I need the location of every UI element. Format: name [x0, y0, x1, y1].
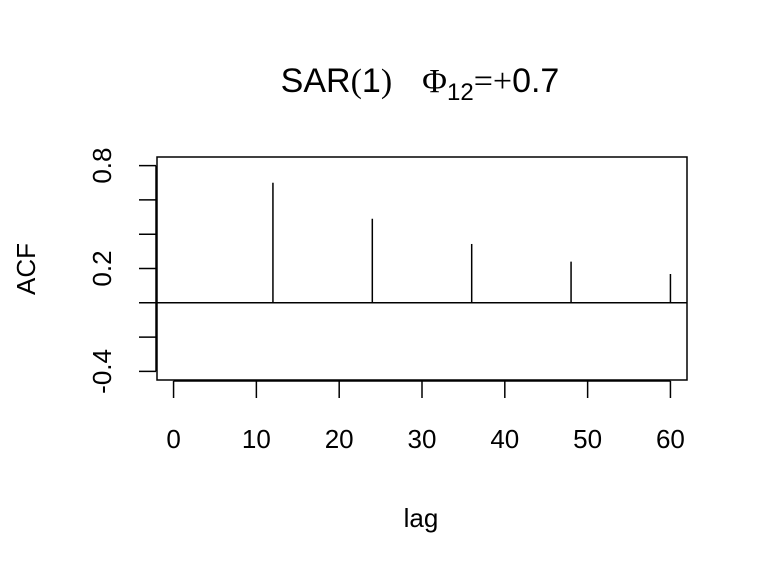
title-paren-open: (	[351, 63, 362, 100]
y-tick-label: 0.2	[87, 250, 117, 286]
title-paren-close: )	[381, 63, 392, 100]
chart-title: SAR(1) Φ12=+0.7	[281, 62, 560, 106]
x-tick-label: 10	[242, 424, 271, 454]
title-prefix: SAR	[281, 62, 351, 100]
y-tick-label: 0.8	[87, 147, 117, 183]
x-tick-label: 0	[166, 424, 180, 454]
acf-marks	[157, 182, 687, 304]
x-tick-label: 30	[408, 424, 437, 454]
title-phi-symbol: Φ	[422, 63, 447, 100]
x-tick-label: 50	[573, 424, 602, 454]
x-tick-label: 20	[325, 424, 354, 454]
title-value: 0.7	[512, 62, 559, 100]
title-subscript: 12	[447, 79, 474, 106]
y-tick-label: -0.4	[87, 349, 117, 394]
x-tick-label: 40	[490, 424, 519, 454]
y-axis: -0.4 0.2 0.8	[87, 147, 157, 394]
x-axis-label: lag	[404, 503, 439, 533]
title-operator: =+	[474, 63, 512, 100]
x-tick-label: 60	[656, 424, 685, 454]
plot-frame	[156, 156, 688, 381]
x-axis: 0 10 20 30 40 50 60	[166, 380, 685, 454]
title-order: 1	[362, 62, 381, 100]
y-axis-label: ACF	[11, 243, 41, 295]
